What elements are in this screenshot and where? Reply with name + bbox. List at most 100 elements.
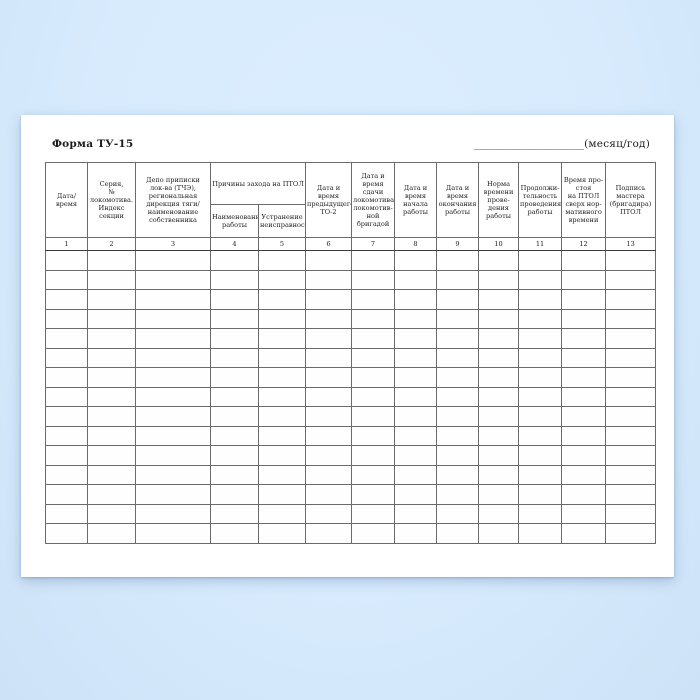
table-cell bbox=[518, 484, 563, 505]
empty-table-row bbox=[45, 250, 657, 271]
empty-table-row bbox=[45, 386, 657, 407]
empty-table-row bbox=[45, 347, 657, 368]
table-cell bbox=[210, 367, 259, 388]
column-header-7: Дата и время сдачи локомотива локомотив-… bbox=[351, 162, 396, 238]
table-cell bbox=[394, 367, 438, 388]
column-header-5: Устранение неисправности bbox=[257, 204, 307, 238]
table-cell bbox=[605, 503, 657, 524]
table-cell bbox=[305, 386, 353, 407]
table-cell bbox=[135, 445, 211, 466]
column-header-4: Наименование работы bbox=[210, 204, 259, 238]
table-cell bbox=[210, 308, 259, 329]
table-cell bbox=[305, 347, 353, 368]
table-cell bbox=[210, 523, 259, 544]
empty-table-row bbox=[45, 523, 657, 544]
table-cell bbox=[87, 503, 136, 524]
table-cell bbox=[436, 269, 480, 290]
empty-table-row bbox=[45, 464, 657, 485]
table-cell bbox=[87, 406, 136, 427]
table-cell bbox=[210, 347, 259, 368]
table-cell bbox=[351, 328, 396, 349]
table-cell bbox=[436, 308, 480, 329]
table-cell bbox=[257, 445, 307, 466]
table-cell bbox=[351, 523, 396, 544]
table-cell bbox=[436, 503, 480, 524]
table-cell bbox=[210, 406, 259, 427]
empty-table-row bbox=[45, 503, 657, 524]
table-cell bbox=[351, 503, 396, 524]
column-number-5: 5 bbox=[257, 237, 307, 251]
table-cell bbox=[45, 484, 88, 505]
table-cell bbox=[394, 328, 438, 349]
table-cell bbox=[436, 250, 480, 271]
table-cell bbox=[478, 464, 520, 485]
table-cell bbox=[351, 367, 396, 388]
table-cell bbox=[605, 328, 657, 349]
table-cell bbox=[210, 328, 259, 349]
column-number-1: 1 bbox=[45, 237, 88, 251]
table-cell bbox=[436, 367, 480, 388]
table-cell bbox=[561, 503, 607, 524]
table-cell bbox=[351, 289, 396, 310]
table-cell bbox=[257, 328, 307, 349]
table-cell bbox=[45, 269, 88, 290]
table-cell bbox=[436, 445, 480, 466]
table-cell bbox=[518, 503, 563, 524]
table-cell bbox=[135, 308, 211, 329]
empty-table-row bbox=[45, 406, 657, 427]
table-cell bbox=[561, 445, 607, 466]
document-page: Форма ТУ-15 _____________________(месяц/… bbox=[21, 115, 674, 577]
table-cell bbox=[87, 425, 136, 446]
table-cell bbox=[135, 464, 211, 485]
empty-table-row bbox=[45, 367, 657, 388]
table-cell bbox=[135, 269, 211, 290]
column-header-12: Время про- стоя на ПТОЛ сверх нор- матив… bbox=[561, 162, 607, 238]
table-cell bbox=[518, 367, 563, 388]
empty-table-row bbox=[45, 445, 657, 466]
table-cell bbox=[478, 250, 520, 271]
table-cell bbox=[561, 347, 607, 368]
empty-table-row bbox=[45, 269, 657, 290]
table-cell bbox=[518, 250, 563, 271]
column-number-12: 12 bbox=[561, 237, 607, 251]
table-cell bbox=[478, 386, 520, 407]
table-cell bbox=[210, 445, 259, 466]
table-cell bbox=[305, 308, 353, 329]
column-number-13: 13 bbox=[605, 237, 657, 251]
table-cell bbox=[561, 250, 607, 271]
table-cell bbox=[305, 250, 353, 271]
table-cell bbox=[45, 250, 88, 271]
table-cell bbox=[305, 367, 353, 388]
table-cell bbox=[257, 503, 307, 524]
table-cell bbox=[210, 250, 259, 271]
table-cell bbox=[394, 289, 438, 310]
table-cell bbox=[394, 347, 438, 368]
table-cell bbox=[305, 328, 353, 349]
table-cell bbox=[518, 386, 563, 407]
table-cell bbox=[605, 269, 657, 290]
table-cell bbox=[478, 328, 520, 349]
table-cell bbox=[518, 289, 563, 310]
column-header-11: Продолжи- тельность проведения работы bbox=[518, 162, 563, 238]
table-cell bbox=[351, 386, 396, 407]
table-cell bbox=[394, 425, 438, 446]
table-cell bbox=[394, 386, 438, 407]
table-cell bbox=[518, 523, 563, 544]
table-cell bbox=[478, 503, 520, 524]
table-cell bbox=[605, 289, 657, 310]
table-cell bbox=[478, 308, 520, 329]
table-cell bbox=[305, 289, 353, 310]
table-cell bbox=[135, 523, 211, 544]
table-cell bbox=[561, 269, 607, 290]
table-cell bbox=[518, 406, 563, 427]
table-cell bbox=[605, 308, 657, 329]
table-cell bbox=[210, 484, 259, 505]
table-cell bbox=[605, 523, 657, 544]
table-cell bbox=[436, 347, 480, 368]
table-cell bbox=[605, 425, 657, 446]
table-cell bbox=[135, 347, 211, 368]
table-cell bbox=[87, 445, 136, 466]
table-cell bbox=[45, 289, 88, 310]
table-cell bbox=[210, 269, 259, 290]
table-cell bbox=[45, 445, 88, 466]
